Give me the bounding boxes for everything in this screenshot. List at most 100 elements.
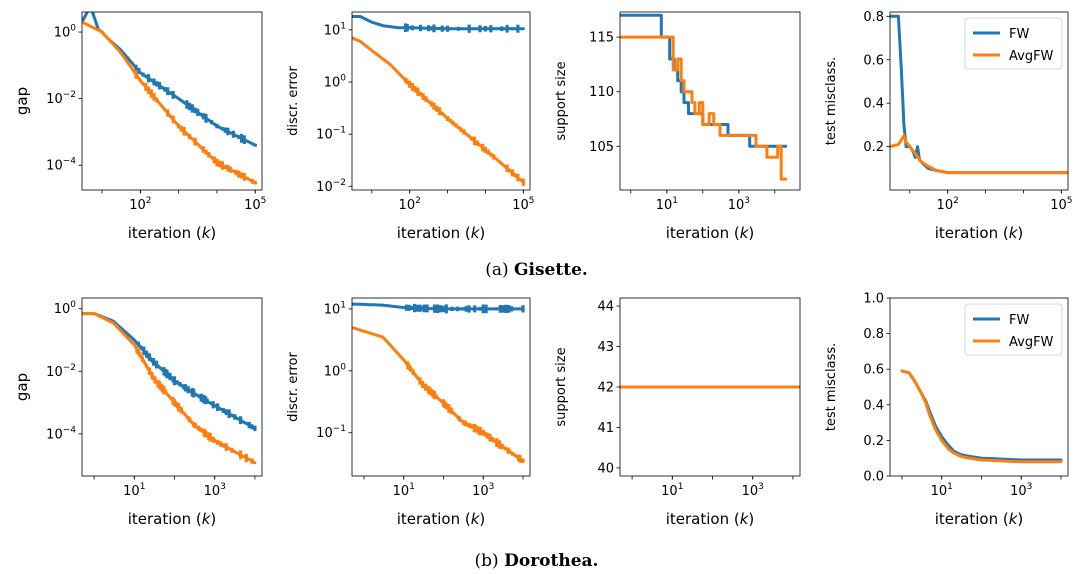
y-tick-label: 44 [597, 300, 614, 315]
series-fw-line [82, 12, 257, 147]
caption-gisette: (a) Gisette. [0, 260, 1073, 280]
y-tick-label: 0.4 [863, 398, 884, 413]
series-fw-noise [134, 64, 257, 147]
caption-gisette-prefix: (a) [485, 260, 514, 280]
axes-frame [619, 11, 801, 191]
x-tick-label: 103 [1010, 482, 1032, 499]
series-fw-line [900, 369, 1063, 462]
y-tick-label: 100 [54, 300, 77, 317]
x-tick-label: 103 [728, 196, 750, 213]
y-tick-label: 0.4 [863, 97, 884, 112]
legend: FW AvgFW [964, 303, 1063, 356]
axes-frame [351, 297, 531, 477]
x-tick-label: 102 [399, 196, 421, 213]
y-tick-label: 43 [597, 340, 614, 355]
caption-dorothea: (b) Dorothea. [0, 551, 1073, 571]
y-tick-label: 10−2 [46, 363, 76, 380]
y-tick-label: 105 [589, 140, 614, 155]
series-fw-line [352, 15, 525, 31]
y-tick-label: 101 [324, 21, 346, 38]
y-tick-label: 115 [589, 31, 614, 46]
y-axis-label: discr. error [286, 352, 301, 422]
x-tick-label: 101 [123, 482, 145, 499]
legend-label-fw: FW [1009, 313, 1029, 328]
series-fw-line [620, 13, 788, 148]
legend-label-fw: FW [1009, 27, 1029, 42]
y-axis-label: test misclass. [824, 343, 839, 432]
caption-dorothea-name: Dorothea. [504, 551, 599, 571]
y-tick-label: 100 [54, 24, 77, 41]
x-tick-label: 103 [204, 482, 226, 499]
series-avgfw-noise [135, 345, 257, 464]
series-avgfw-line [890, 134, 1068, 175]
chart-dorothea-test: 101 103 0.0 0.2 0.4 0.6 0.8 1.0 iteration (k) tes… [824, 292, 1069, 528]
y-axis-label: test misclass. [824, 57, 839, 146]
x-tick-label: 101 [393, 482, 415, 499]
series-avgfw-noise [134, 70, 257, 185]
plot-area [352, 15, 525, 186]
y-tick-label: 0.2 [863, 140, 884, 155]
plot-area [82, 312, 257, 465]
y-tick-label: 0.2 [863, 434, 884, 449]
series-avgfw-noise [403, 77, 525, 186]
series-avgfw-line [82, 20, 257, 185]
plot-area [890, 14, 1068, 175]
y-tick-label: 10−1 [316, 126, 346, 143]
chart-dorothea-discr: 101 103 101 100 10−1 iteration (k) discr. erro… [286, 297, 531, 528]
x-axis-label: iteration (k) [935, 510, 1024, 528]
series-avgfw-line [620, 35, 788, 181]
plot-area [620, 13, 788, 181]
x-tick-label: 105 [244, 196, 266, 213]
legend-label-avgfw: AvgFW [1009, 49, 1054, 64]
y-axis-label: support size [554, 61, 569, 140]
y-tick-label: 10−2 [46, 90, 76, 107]
series-fw-noise [404, 23, 525, 33]
y-axis-label: gap [13, 373, 31, 401]
x-tick-label: 101 [931, 482, 953, 499]
axes-frame [81, 11, 263, 191]
chart-gisette-test: 102 105 0.2 0.4 0.6 0.8 iteration (k) test misc… [824, 10, 1072, 242]
y-axis-label: support size [554, 347, 569, 426]
y-tick-label: 10−1 [316, 424, 346, 441]
y-tick-label: 0.8 [863, 327, 884, 342]
plot-area [352, 302, 525, 463]
x-tick-label: 102 [937, 196, 959, 213]
axes-frame [351, 11, 531, 191]
y-tick-label: 1.0 [863, 292, 884, 307]
axes-frame [889, 11, 1069, 191]
x-tick-label: 105 [512, 196, 534, 213]
x-axis-label: iteration (k) [397, 224, 486, 242]
x-axis-label: iteration (k) [128, 224, 217, 242]
x-axis-label: iteration (k) [666, 224, 755, 242]
series-fw-noise [135, 341, 257, 432]
y-tick-label: 110 [589, 85, 614, 100]
caption-dorothea-prefix: (b) [474, 551, 505, 571]
y-axis-label: discr. error [286, 66, 301, 136]
x-axis-label: iteration (k) [935, 224, 1024, 242]
axes-frame [889, 297, 1069, 477]
y-axis-label: gap [13, 87, 31, 115]
plot-area [900, 369, 1063, 464]
x-tick-label: 101 [656, 196, 678, 213]
x-axis-label: iteration (k) [128, 510, 217, 528]
x-axis-label: iteration (k) [397, 510, 486, 528]
y-tick-label: 0.6 [863, 53, 884, 68]
y-tick-label: 0.8 [863, 10, 884, 25]
plot-area [82, 12, 257, 185]
y-tick-label: 0.0 [863, 470, 884, 485]
series-fw-noise [404, 303, 525, 314]
y-tick-label: 42 [597, 381, 614, 396]
x-tick-label: 102 [129, 196, 151, 213]
x-axis-label: iteration (k) [666, 510, 755, 528]
x-tick-label: 103 [742, 482, 764, 499]
caption-gisette-name: Gisette. [514, 260, 588, 280]
chart-dorothea-support: 101 103 40 41 42 43 44 iteration (k) support siz… [554, 297, 801, 528]
chart-dorothea-gap: 101 103 100 10−2 10−4 iteration (k) gap [13, 297, 263, 528]
chart-gisette-gap: 102 105 100 10−2 10−4 iteration (k) gap [13, 11, 266, 242]
y-tick-label: 41 [597, 421, 614, 436]
y-tick-label: 10−2 [316, 178, 346, 195]
y-tick-label: 100 [324, 362, 347, 379]
series-avgfw-line [900, 369, 1063, 464]
series-avgfw-line [82, 312, 257, 465]
